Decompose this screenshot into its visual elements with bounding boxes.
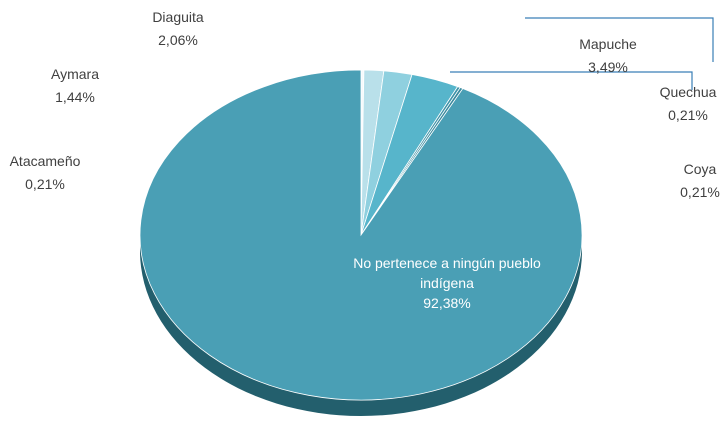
slice-value: 0,21% <box>25 176 65 192</box>
slice-value: 0,21% <box>680 184 720 200</box>
slice-name: Mapuche <box>579 36 637 52</box>
leader-line <box>450 71 693 90</box>
slice-name: Quechua <box>659 84 717 100</box>
slice-value: 92,38% <box>423 295 471 311</box>
slice-value: 1,44% <box>55 89 95 105</box>
slice-label: Coya 0,21% <box>680 158 720 204</box>
slice-label: Quechua 0,21% <box>660 81 717 127</box>
slice-value: 2,06% <box>158 32 198 48</box>
slice-name: Aymara <box>51 66 99 82</box>
slice-label: No pertenece a ningún pueblo indígena 92,… <box>352 253 542 313</box>
slice-name: Atacameño <box>9 153 81 169</box>
pie-slice <box>139 69 583 401</box>
slice-name: Coya <box>683 161 717 177</box>
slice-name: No pertenece a ningún pueblo indígena <box>353 255 541 291</box>
slice-label: Atacameño 0,21% <box>10 150 81 196</box>
slice-label: Diaguita 2,06% <box>152 6 203 52</box>
leader-line <box>525 17 714 62</box>
slice-label: Aymara 1,44% <box>51 63 99 109</box>
slice-label: Mapuche 3,49% <box>579 33 637 79</box>
slice-value: 0,21% <box>668 107 708 123</box>
slice-name: Diaguita <box>152 9 204 25</box>
slice-value: 3,49% <box>588 59 628 75</box>
